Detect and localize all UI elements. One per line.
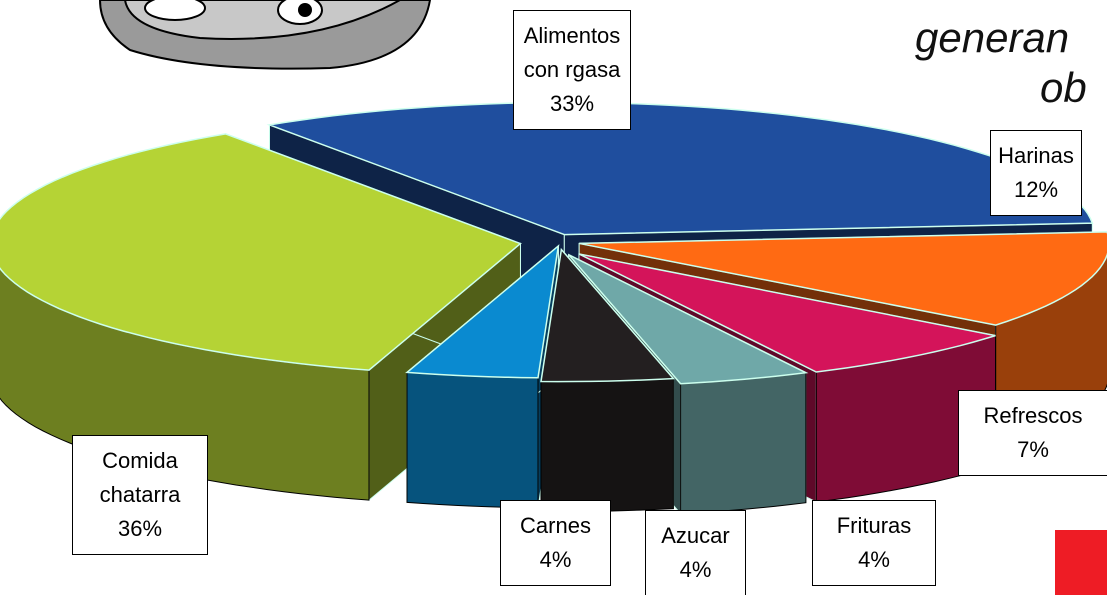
slice-side (406, 371, 539, 509)
category-label: Frituras (836, 513, 912, 538)
cartoon (98, 0, 432, 70)
data-label: Refrescos 7% (958, 390, 1107, 476)
data-label: Alimentos con rgasa 33% (513, 10, 631, 130)
category-label: Comida chatarra (99, 448, 181, 507)
value-label: 4% (539, 547, 572, 572)
value-label: 12% (1013, 177, 1059, 202)
category-label: Alimentos con rgasa (523, 23, 621, 82)
slice-side (540, 378, 674, 513)
slice (540, 247, 675, 383)
category-label: Refrescos (983, 403, 1083, 428)
value-label: 7% (1017, 437, 1049, 462)
value-label: 33% (549, 91, 595, 116)
value-label: 4% (858, 547, 890, 572)
value-label: 4% (679, 557, 712, 582)
slice (405, 244, 560, 379)
value-label: 36% (117, 516, 163, 541)
category-label: Harinas (998, 143, 1074, 168)
data-label: Azucar 4% (645, 510, 746, 595)
title-line: generan (915, 14, 1070, 61)
data-label: Frituras 4% (812, 500, 936, 586)
category-label: Carnes (520, 513, 591, 538)
data-label: Carnes 4% (500, 500, 611, 586)
title-line: ob (1040, 64, 1087, 111)
data-label: Harinas 12% (990, 130, 1082, 216)
data-label: Comida chatarra 36% (72, 435, 208, 555)
slice-side (680, 372, 807, 515)
slice (0, 133, 522, 371)
slice (568, 254, 809, 385)
category-label: Azucar (661, 523, 730, 548)
slice (578, 253, 996, 373)
legend-swatch (1055, 530, 1107, 595)
slice (579, 231, 1107, 326)
